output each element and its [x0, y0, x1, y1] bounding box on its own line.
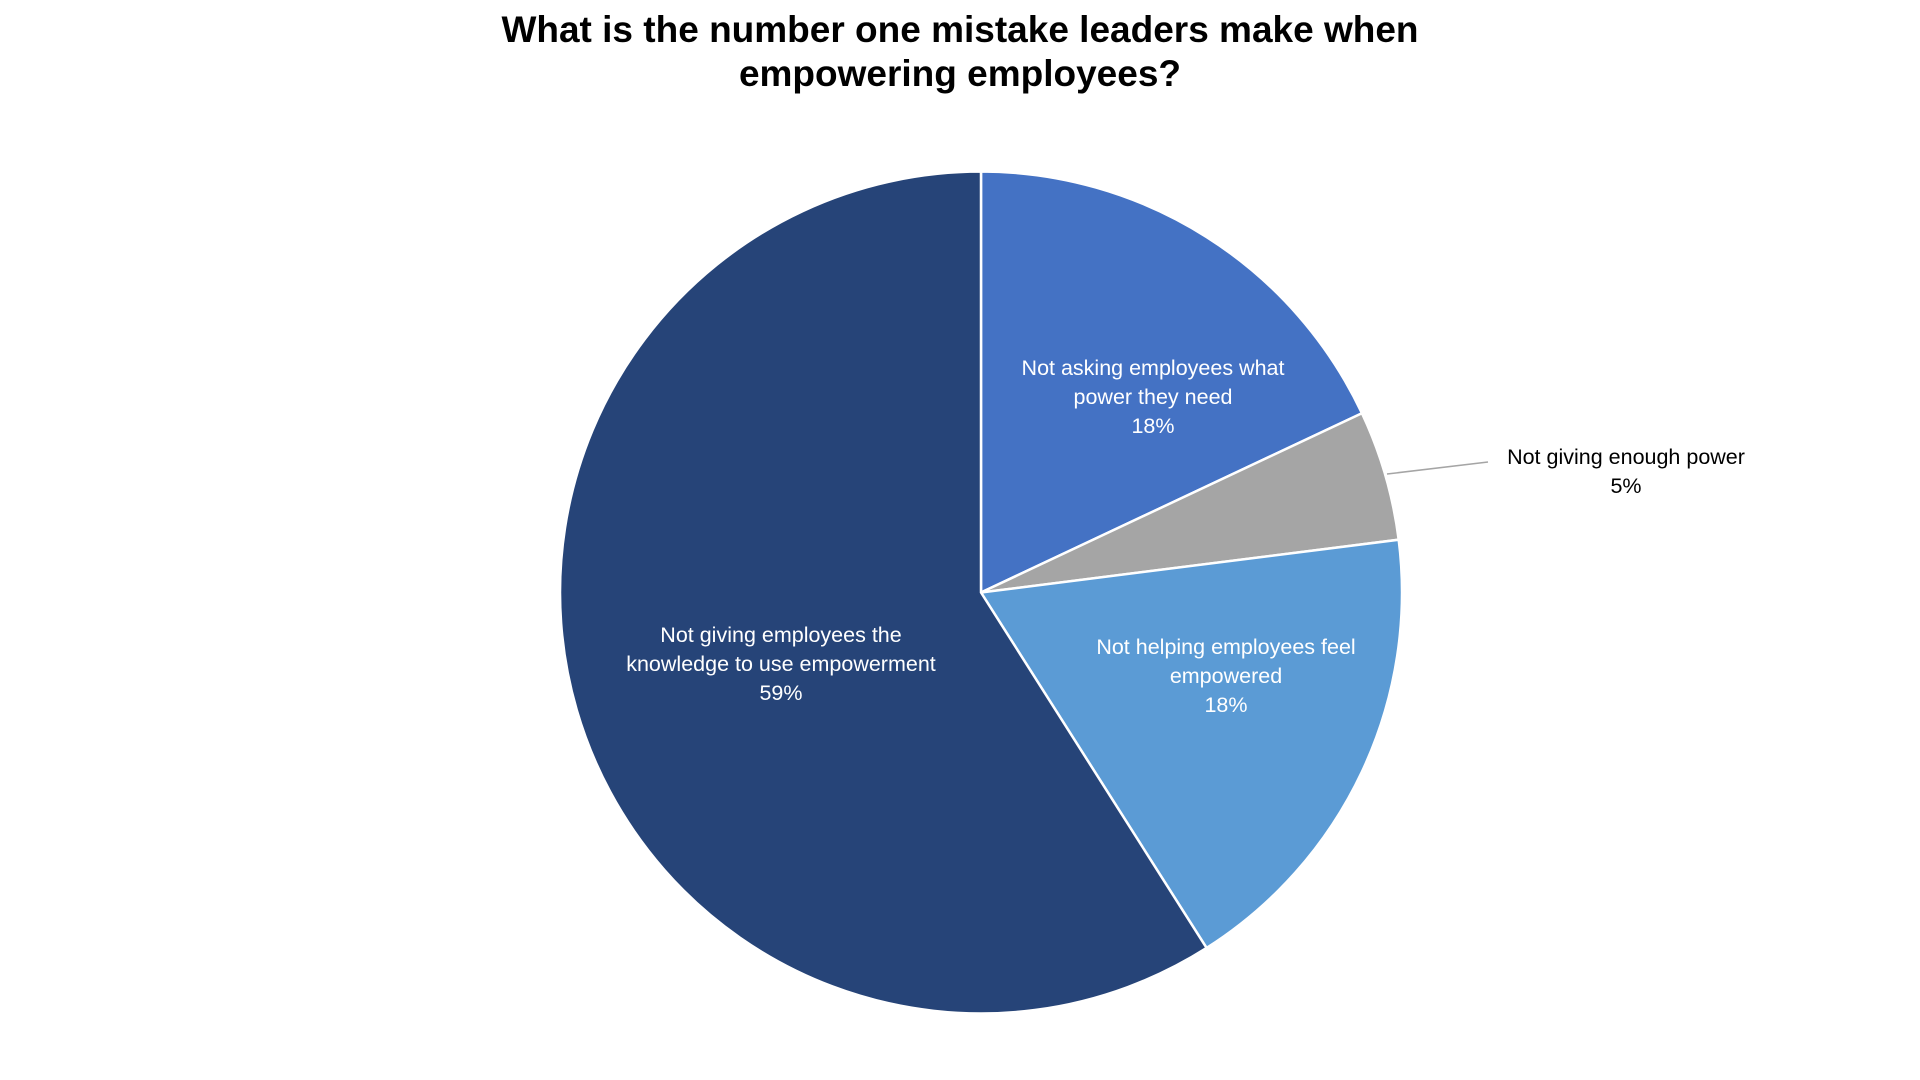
leader-line	[1386, 461, 1489, 475]
data-label-line: empowered	[1169, 664, 1283, 688]
pie-slice-0	[979, 170, 1364, 594]
pie-slice-3	[558, 170, 1208, 1015]
chart-title-line-1: What is the number one mistake leaders m…	[501, 9, 1419, 50]
chart-title: What is the number one mistake leaders m…	[0, 8, 1920, 96]
data-label-line: Not giving employees the	[660, 623, 902, 647]
data-label-value: 59%	[759, 681, 803, 705]
data-label-not-giving-knowledge: Not giving employees the knowledge to us…	[626, 621, 936, 708]
data-label-line: Not giving enough power	[1507, 445, 1745, 469]
data-label-not-giving-enough-power: Not giving enough power 5%	[1507, 443, 1745, 501]
data-label-value: 5%	[1610, 474, 1642, 498]
chart-title-line-2: empowering employees?	[738, 53, 1182, 94]
data-label-not-asking-employees: Not asking employees what power they nee…	[1022, 354, 1285, 441]
data-label-line: power they need	[1073, 385, 1233, 409]
pie-slice-2	[979, 538, 1404, 950]
data-label-line: Not helping employees feel	[1096, 635, 1356, 659]
data-label-value: 18%	[1131, 414, 1175, 438]
pie-slices	[558, 170, 1404, 1015]
data-label-not-helping-employees: Not helping employees feel empowered 18%	[1096, 633, 1355, 720]
data-label-line: knowledge to use empowerment	[626, 652, 936, 676]
data-label-value: 18%	[1204, 693, 1248, 717]
data-label-line: Not asking employees what	[1021, 356, 1285, 380]
